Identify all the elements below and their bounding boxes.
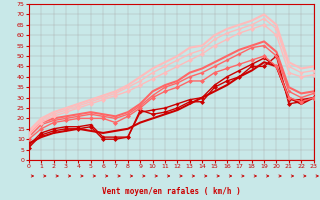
Text: Vent moyen/en rafales ( km/h ): Vent moyen/en rafales ( km/h ) bbox=[102, 187, 241, 196]
